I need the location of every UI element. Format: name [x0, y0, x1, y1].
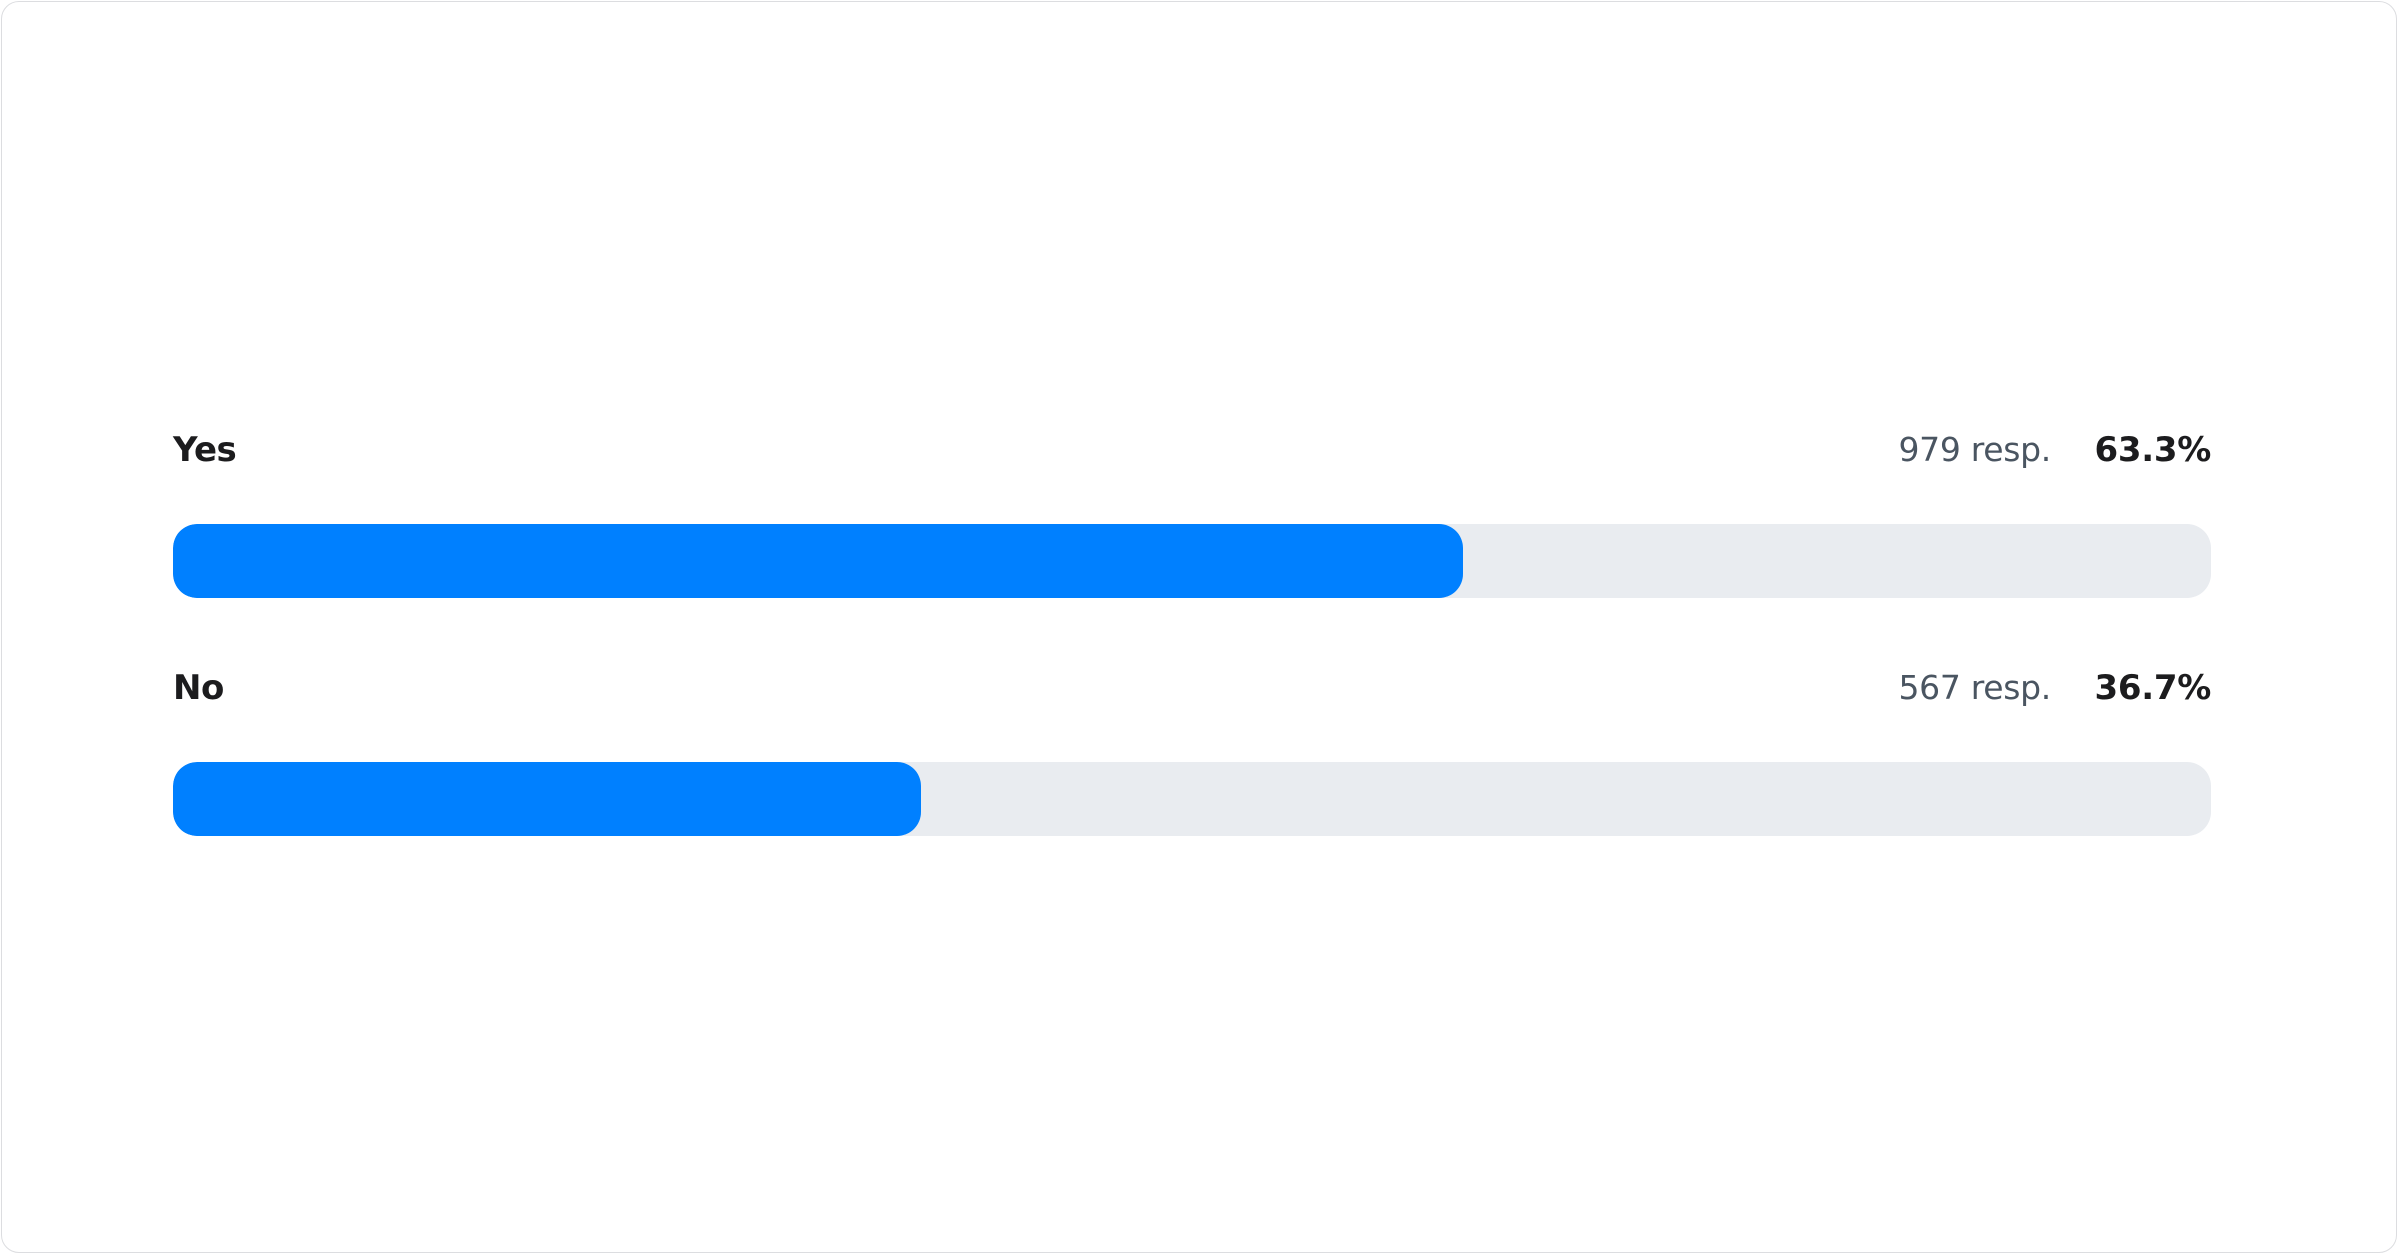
progress-fill: [173, 762, 921, 836]
percentage: 36.7%: [2094, 668, 2212, 708]
option-label: Yes: [173, 430, 237, 470]
response-count: 567 resp.: [1898, 668, 2051, 707]
progress-fill: [173, 524, 1464, 598]
percentage: 63.3%: [2094, 430, 2212, 470]
poll-option-yes: Yes 979 resp. 63.3%: [173, 430, 2212, 598]
poll-option-no: No 567 resp. 36.7%: [173, 668, 2212, 836]
progress-track: [173, 762, 2211, 836]
response-count: 979 resp.: [1898, 430, 2051, 469]
option-label: No: [173, 668, 224, 708]
progress-track: [173, 524, 2211, 598]
